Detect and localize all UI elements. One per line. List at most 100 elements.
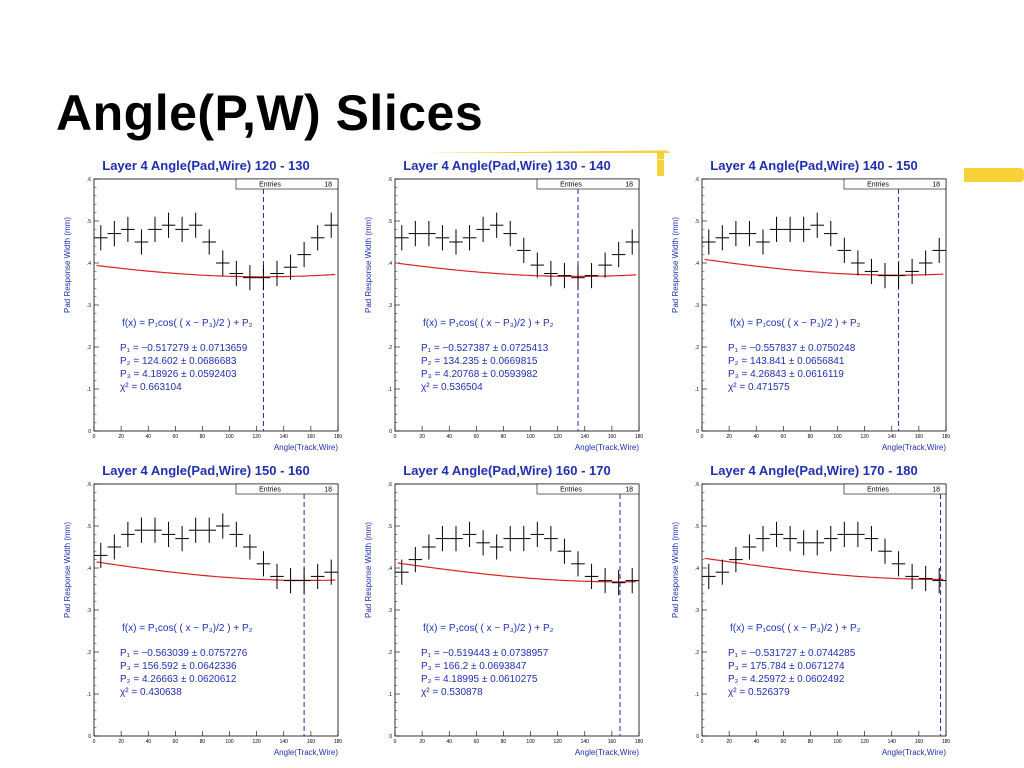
data-point [161,212,176,238]
data-point [824,526,838,552]
fit-curve [704,557,944,580]
fit-parameter: P₃ = 175.784 ± 0.0671274 [728,661,845,672]
data-point [216,513,230,539]
data-point [188,212,203,238]
data-point [395,225,409,251]
y-tick-label: .4 [695,261,699,267]
x-tick-label: 80 [200,739,206,745]
fit-parameter: P₂ = 4.18995 ± 0.0610275 [421,674,538,685]
fit-parameter: P₁ = −0.563039 ± 0.0757276 [120,648,248,659]
data-point [905,563,919,589]
x-axis-label: Angle(Track,Wire) [882,443,946,452]
fit-curve [704,258,944,276]
y-tick-label: .3 [695,608,699,614]
data-point [476,216,490,242]
data-point [611,242,626,268]
x-tick-label: 160 [307,739,316,745]
y-tick-label: .5 [695,219,699,225]
data-point [148,216,162,242]
y-tick-label: .6 [87,482,91,488]
chart-title: Layer 4 Angle(Pad,Wire) 140 - 150 [710,158,918,173]
data-point [395,559,409,585]
y-tick-label: .5 [388,524,392,530]
data-point [530,252,545,278]
x-tick-label: 100 [526,434,535,440]
data-point [544,526,558,552]
data-point [283,568,298,594]
fit-parameter: χ² = 0.430638 [120,687,182,698]
data-point [175,216,189,242]
fit-curve [397,262,637,277]
fit-parameter: P₁ = −0.531727 ± 0.0744285 [728,648,856,659]
y-axis-label: Pad Response Width (mm) [364,217,373,313]
y-tick-label: .4 [388,566,392,572]
y-tick-label: .5 [87,219,91,225]
data-point [503,526,517,552]
chart-title: Layer 4 Angle(Pad,Wire) 160 - 170 [403,463,611,478]
stats-box [235,178,339,190]
y-tick-label: .3 [87,608,91,614]
data-point [121,216,135,242]
x-tick-label: 40 [145,739,151,745]
data-point [270,563,284,589]
data-point [932,568,946,594]
fit-formula: f(x) = P₁cos( ( x − P₃)/2 ) + P₂ [122,318,253,329]
x-axis-label: Angle(Track,Wire) [274,443,338,452]
data-point [175,526,189,552]
data-point [715,559,730,585]
data-point [810,530,824,556]
x-tick-label: 120 [860,739,869,745]
x-tick-label: 160 [608,434,617,440]
x-tick-label: 160 [915,434,924,440]
stats-value: 18 [324,182,332,189]
data-point [742,534,757,560]
x-tick-label: 0 [701,739,704,745]
chart-panel: Layer 4 Angle(Pad,Wire) 150 - 160 0 .1 .2 .3… [56,458,356,763]
fit-parameter: P₃ = 4.18926 ± 0.0592403 [120,369,237,380]
data-point [324,559,338,585]
x-tick-label: 60 [781,434,787,440]
x-tick-label: 80 [808,739,814,745]
data-point [611,570,626,596]
x-tick-label: 120 [252,739,261,745]
data-point [729,221,743,247]
y-tick-label: .5 [695,524,699,530]
chart-panel: Layer 4 Angle(Pad,Wire) 120 - 130 0 .1 .2 .3… [56,153,356,458]
data-point [598,252,612,278]
fit-parameter: P₁ = −0.517279 ± 0.0713659 [120,343,248,354]
plot-frame [394,178,640,432]
data-point [503,221,517,247]
x-tick-label: 100 [225,739,234,745]
x-tick-label: 180 [334,739,343,745]
data-point [864,258,879,284]
y-tick-label: .6 [695,482,699,488]
data-point [435,225,450,251]
x-tick-label: 0 [394,434,397,440]
data-point [837,521,852,547]
data-point [891,551,906,577]
x-tick-label: 20 [726,434,732,440]
data-point [489,534,504,560]
chart-title: Layer 4 Angle(Pad,Wire) 170 - 180 [710,463,918,478]
y-tick-label: .6 [388,482,392,488]
data-point [557,263,572,289]
data-point [769,216,784,242]
data-point [94,542,108,568]
x-tick-label: 60 [474,434,480,440]
data-point [878,538,892,564]
y-tick-label: 0 [696,429,699,435]
y-tick-label: .1 [695,692,699,698]
data-point [256,265,271,291]
stats-box [235,483,339,495]
y-axis-label: Pad Response Width (mm) [671,522,680,618]
chart-svg: Layer 4 Angle(Pad,Wire) 170 - 180 0 .1 .2 .3… [671,463,950,757]
stats-label: Entries [867,182,889,189]
data-point [161,521,176,547]
x-tick-label: 120 [553,739,562,745]
x-tick-label: 140 [888,434,897,440]
y-tick-label: .6 [388,177,392,183]
x-tick-label: 80 [501,739,507,745]
chart-title: Layer 4 Angle(Pad,Wire) 120 - 130 [102,158,310,173]
x-tick-label: 120 [553,434,562,440]
data-point [702,229,716,255]
